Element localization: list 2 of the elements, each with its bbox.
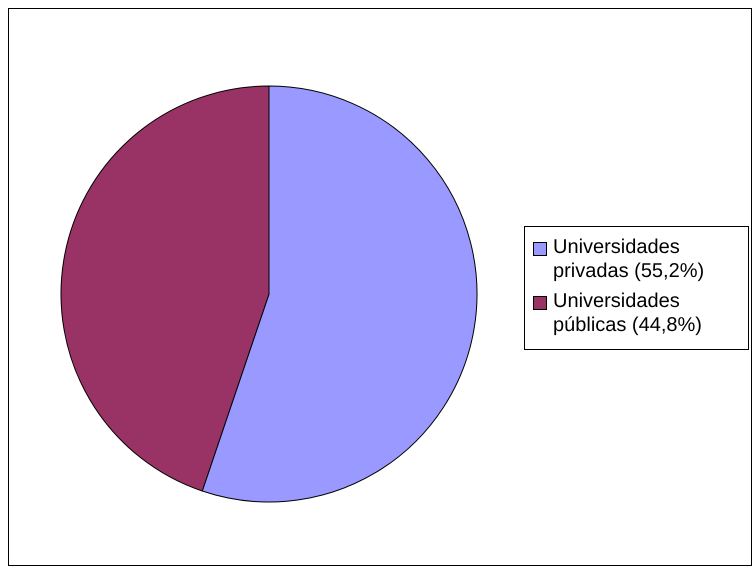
legend-label: Universidades públicas (44,8%) bbox=[553, 289, 703, 337]
legend-label: Universidades privadas (55,2%) bbox=[553, 235, 706, 283]
